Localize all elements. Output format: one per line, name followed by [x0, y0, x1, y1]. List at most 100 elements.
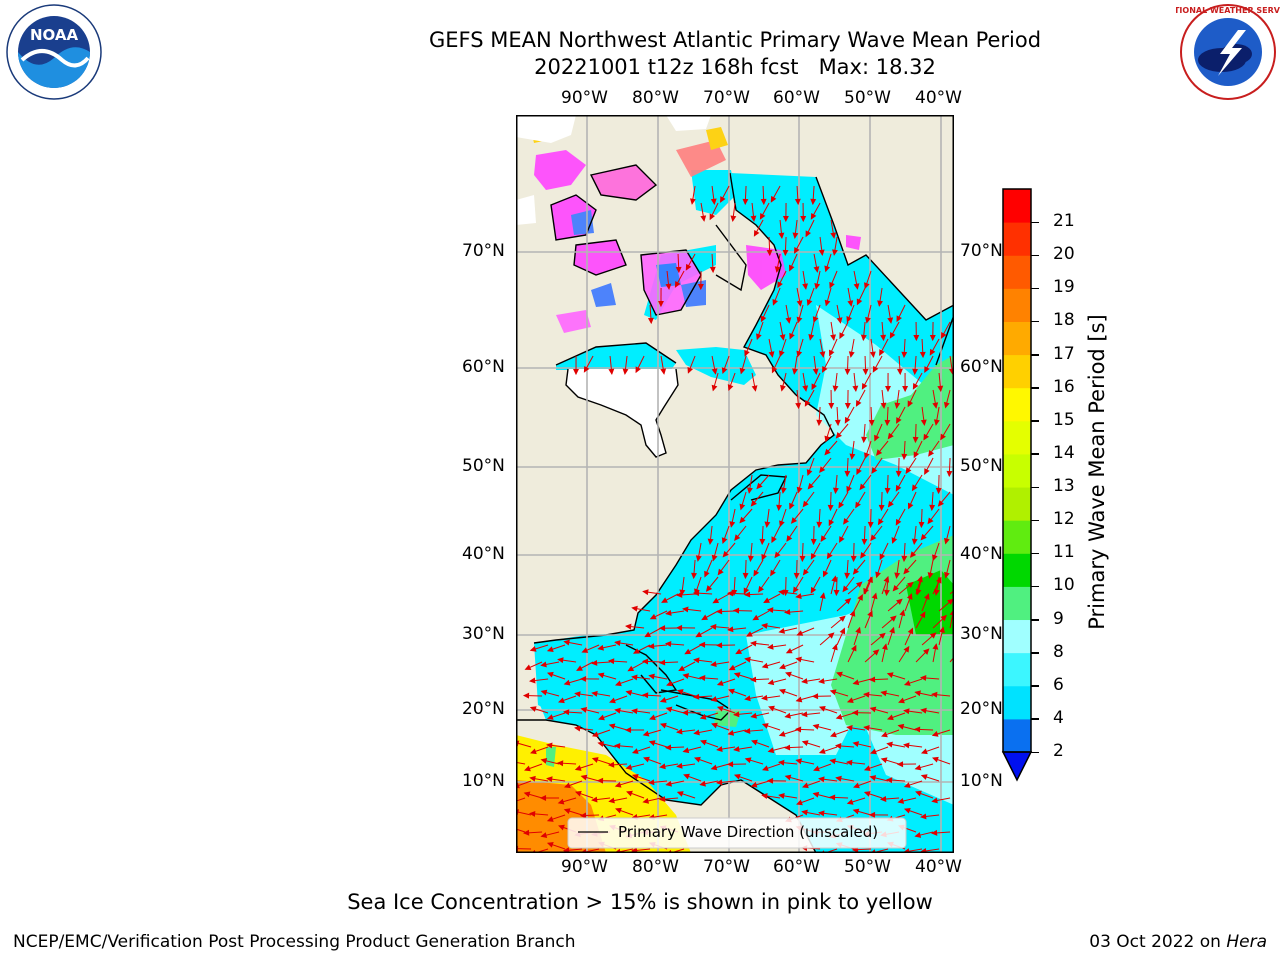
wave-arrow-head [764, 521, 771, 528]
wave-arrow-head [846, 485, 852, 493]
wave-arrow-head [664, 744, 672, 751]
wave-arrow-head [674, 280, 681, 288]
colorbar-tick-mark [1031, 486, 1039, 489]
wave-arrow-head [832, 643, 838, 651]
wave-arrow-head [744, 349, 750, 357]
colorbar-tick-label: 11 [1053, 542, 1075, 563]
wave-arrow-head [733, 672, 741, 678]
wave-arrow-head [624, 727, 632, 734]
wave-arrow-head [711, 384, 718, 392]
wave-arrow-head [812, 723, 820, 730]
wave-arrow-head [597, 741, 605, 747]
lon-label-top-40w: 40°W [915, 88, 962, 108]
wave-arrow-head [558, 824, 565, 831]
wave-arrow-head [868, 676, 876, 683]
wave-arrow-head [664, 641, 672, 647]
wave-arrow-head [852, 679, 860, 686]
wave-arrow-head [778, 759, 785, 766]
wave-arrow-head [745, 631, 753, 637]
wave-arrow-head [649, 714, 656, 721]
colorbar-tick-label: 18 [1053, 310, 1075, 331]
wave-arrow-head [914, 832, 922, 838]
wave-arrow-head [839, 332, 845, 340]
wave-arrow-head [522, 692, 530, 699]
wave-arrow-head [929, 504, 936, 512]
wave-arrow-head [920, 419, 927, 426]
wave-arrow-head [761, 793, 768, 799]
colorbar-segment [1003, 619, 1031, 654]
wave-arrow-head [574, 725, 581, 732]
lat-label-left-70n: 70°N [462, 241, 505, 261]
wave-arrow-head [779, 520, 785, 528]
wave-arrow-head [721, 537, 728, 544]
wave-arrow-head [675, 591, 683, 598]
wave-arrow-head [878, 504, 885, 512]
wave-arrow-head [693, 729, 700, 736]
wave-arrow-head [913, 451, 920, 459]
wave-arrow-head [818, 678, 825, 684]
svg-text:NATIONAL WEATHER SERVICE: NATIONAL WEATHER SERVICE [1176, 6, 1280, 15]
wave-arrow-head [705, 585, 713, 592]
wave-arrow-head [789, 502, 795, 510]
wave-arrow-head [591, 690, 598, 697]
wave-arrow-head [760, 198, 767, 206]
wave-arrow-head [711, 722, 718, 729]
wave-arrow-head [546, 714, 554, 720]
wave-arrow-head [758, 585, 765, 593]
wave-arrow-head [782, 215, 789, 223]
wave-arrow-head [685, 263, 692, 271]
wave-arrow-head [796, 630, 804, 636]
wave-arrow-head [556, 760, 564, 767]
wave-arrow-head [877, 518, 884, 526]
wave-arrow-head [906, 593, 913, 600]
colorbar-tick-mark [1031, 685, 1039, 687]
wave-arrow-head [684, 648, 692, 655]
wave-arrow-head [843, 517, 850, 525]
colorbar-segment [1003, 453, 1031, 488]
wave-arrow-head [857, 594, 863, 601]
wave-arrow-head [933, 419, 940, 426]
colorbar-tick-label: 8 [1053, 641, 1064, 662]
wave-arrow-head [855, 501, 861, 509]
wave-arrow-head [927, 517, 934, 525]
wave-arrow-head [860, 334, 867, 342]
wave-arrow-head [863, 725, 870, 731]
wave-arrow-head [916, 575, 923, 583]
colorbar-tick-mark [1031, 420, 1039, 422]
wave-arrow-head [802, 283, 809, 290]
wave-arrow-head [827, 504, 834, 512]
colorbar-under-triangle [1001, 751, 1033, 782]
wave-arrow-head [701, 614, 709, 621]
wave-arrow-head [635, 366, 641, 374]
wave-arrow-head [897, 798, 905, 804]
colorbar-tick-mark [1031, 354, 1039, 356]
wave-arrow-head [522, 829, 530, 836]
wave-arrow-head [698, 641, 706, 648]
wave-arrow-head [597, 672, 605, 679]
wave-arrow-head [607, 761, 615, 768]
wave-arrow-head [562, 709, 570, 716]
wave-arrow-head [834, 419, 841, 427]
wave-arrow-head [924, 366, 930, 373]
wave-arrow-head [546, 646, 554, 652]
wave-arrow-head [896, 417, 902, 424]
wave-arrow-head [766, 607, 774, 614]
wave-arrow-head [715, 642, 723, 649]
wave-arrow-head [811, 383, 817, 391]
wave-arrow-head [867, 521, 874, 529]
colorbar-tick-label: 2 [1053, 741, 1064, 761]
lon-label-bottom-50w: 50°W [844, 857, 891, 877]
wave-arrow-head [591, 796, 598, 803]
wave-arrow-head [771, 366, 778, 374]
wave-arrow-head [747, 555, 754, 563]
wave-arrow-head [710, 198, 717, 205]
wave-arrow-head [659, 722, 667, 729]
colorbar-tick-label: 6 [1053, 674, 1064, 695]
wave-arrow-head [802, 568, 809, 576]
wave-arrow-head [761, 623, 768, 629]
wave-arrow-head [877, 300, 883, 307]
colorbar-segment [1003, 586, 1031, 621]
wave-arrow-head [539, 795, 547, 801]
wave-arrow-head [880, 334, 887, 342]
colorbar-tick-label: 13 [1053, 476, 1075, 497]
